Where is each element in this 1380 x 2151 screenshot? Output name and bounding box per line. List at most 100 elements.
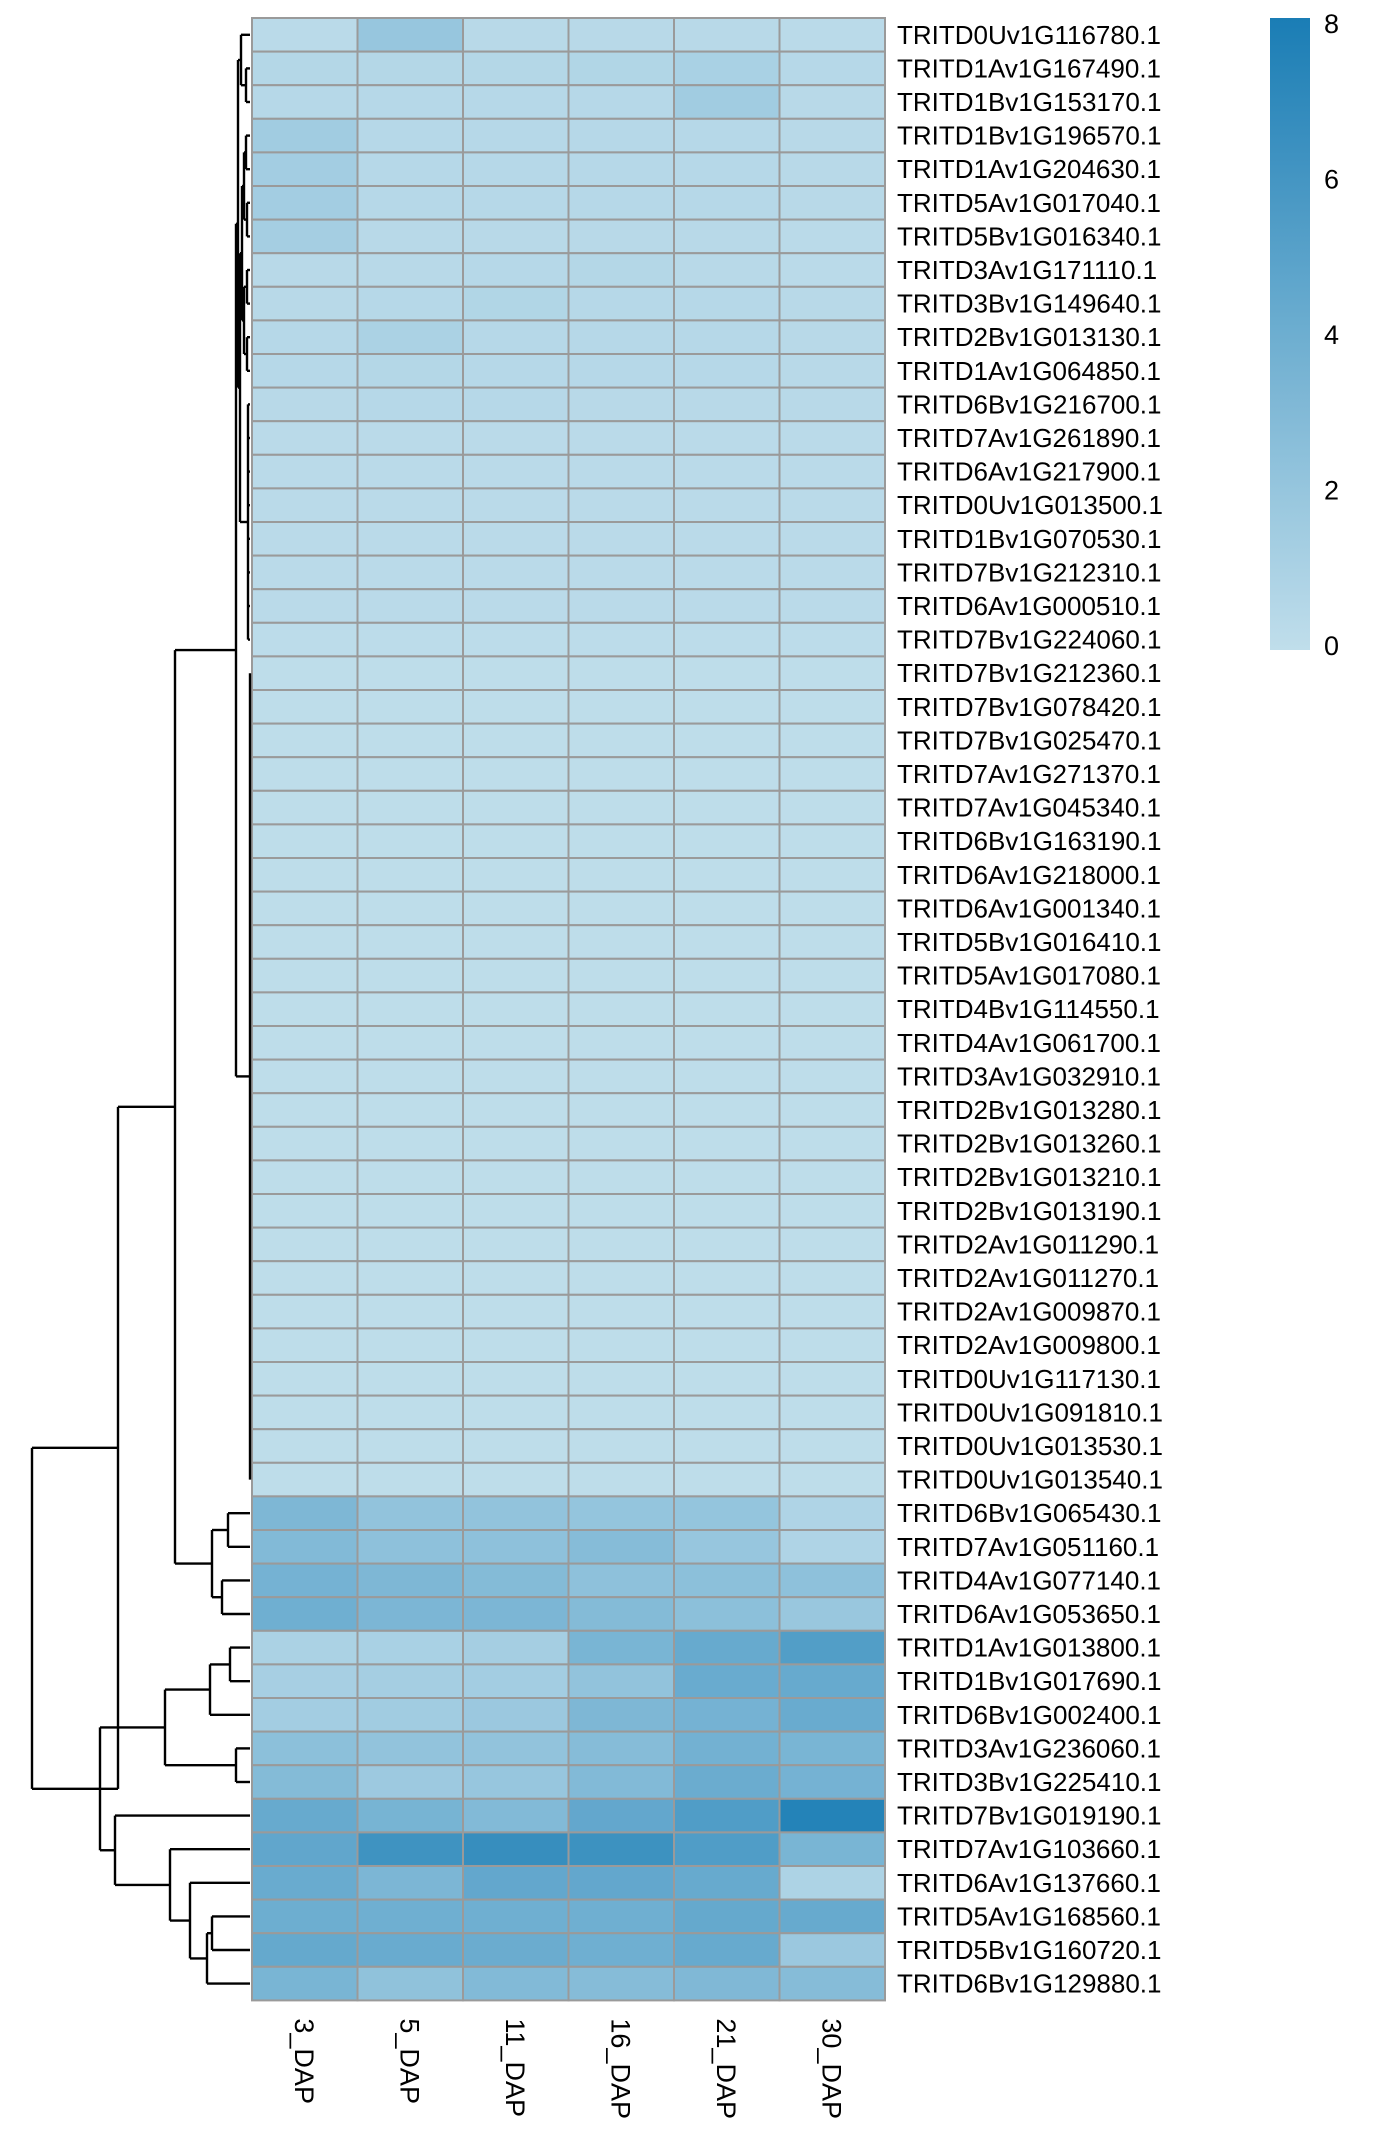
heatmap-cell (567, 621, 675, 658)
heatmap-cell (673, 890, 781, 927)
row-label: TRITD3Av1G032910.1 (897, 1061, 1161, 1091)
heatmap-cell (251, 1730, 359, 1767)
heatmap-cell (356, 218, 464, 255)
heatmap-cell (778, 1898, 886, 1935)
heatmap-cell (462, 1898, 570, 1935)
row-label: TRITD5Bv1G016410.1 (897, 927, 1161, 957)
heatmap-cell (462, 1831, 570, 1868)
heatmap-cell (778, 1932, 886, 1968)
heatmap-cell (251, 857, 359, 893)
heatmap-cell (778, 285, 886, 322)
heatmap-cell (462, 1461, 570, 1498)
heatmap-cell (462, 1764, 570, 1800)
heatmap-cell (251, 1898, 359, 1935)
heatmap-cell (778, 689, 886, 725)
heatmap-cell (356, 487, 464, 523)
row-label: TRITD1Av1G204630.1 (897, 154, 1161, 184)
heatmap-cell (673, 1797, 781, 1834)
heatmap-cell (356, 1529, 464, 1565)
heatmap-cell (462, 319, 570, 355)
heatmap-cell (673, 588, 781, 624)
heatmap-cell (462, 1058, 570, 1095)
heatmap-cell (462, 1697, 570, 1733)
heatmap-cell (356, 1327, 464, 1364)
heatmap-cell (673, 1125, 781, 1162)
heatmap-cell (251, 1125, 359, 1162)
row-label: TRITD6Av1G000510.1 (897, 591, 1161, 621)
heatmap-cell (673, 1428, 781, 1464)
heatmap-cell (567, 1865, 675, 1901)
row-label: TRITD7Av1G261890.1 (897, 423, 1161, 453)
heatmap-cell (673, 420, 781, 456)
heatmap-cell (356, 386, 464, 423)
heatmap-cell (356, 319, 464, 355)
heatmap-cell (251, 890, 359, 927)
heatmap-cell (567, 1730, 675, 1767)
heatmap-cell (462, 1663, 570, 1700)
heatmap-cell (356, 252, 464, 288)
heatmap-cell (356, 17, 464, 53)
heatmap-cell (251, 722, 359, 759)
heatmap-cell (567, 1596, 675, 1632)
heatmap-cell (251, 1461, 359, 1498)
heatmap-cell (778, 151, 886, 187)
heatmap-cell (567, 117, 675, 154)
heatmap-cell (567, 420, 675, 456)
heatmap-cell (356, 1260, 464, 1296)
heatmap-cell (673, 1663, 781, 1700)
heatmap-cell (778, 1629, 886, 1666)
heatmap-cell (567, 857, 675, 893)
row-label: TRITD5Bv1G016340.1 (897, 221, 1161, 251)
heatmap-cell (462, 890, 570, 927)
heatmap-cell (462, 252, 570, 288)
heatmap-cell (356, 1058, 464, 1095)
heatmap-cell (356, 554, 464, 591)
heatmap-cell (462, 453, 570, 490)
heatmap-cell (778, 386, 886, 423)
row-label: TRITD3Bv1G149640.1 (897, 289, 1161, 319)
heatmap-cell (778, 319, 886, 355)
heatmap-cell (356, 1596, 464, 1632)
heatmap-cell (462, 1025, 570, 1061)
heatmap-cell (356, 1226, 464, 1263)
heatmap-cell (462, 957, 570, 994)
heatmap-cell (567, 1226, 675, 1263)
heatmap-cell (462, 1965, 570, 2002)
heatmap-cell (673, 722, 781, 759)
row-label: TRITD6Bv1G163190.1 (897, 826, 1161, 856)
heatmap-cell (673, 521, 781, 557)
heatmap-cell (462, 1125, 570, 1162)
heatmap-cell (673, 487, 781, 523)
heatmap-cell (251, 1025, 359, 1061)
row-label: TRITD7Bv1G224060.1 (897, 625, 1161, 655)
heatmap-cell (673, 386, 781, 423)
heatmap-cell (673, 1293, 781, 1330)
heatmap-cell (251, 1529, 359, 1565)
heatmap-cell (251, 1663, 359, 1700)
heatmap-cell (567, 1361, 675, 1397)
heatmap-cell (778, 1193, 886, 1229)
row-label: TRITD2Bv1G013260.1 (897, 1129, 1161, 1159)
heatmap-cell (462, 924, 570, 960)
row-label: TRITD6Bv1G216700.1 (897, 389, 1161, 419)
heatmap-cell (462, 487, 570, 523)
legend-tick-label: 4 (1324, 320, 1339, 350)
heatmap-cell (567, 1898, 675, 1935)
heatmap-cell (673, 1562, 781, 1599)
heatmap-cell (778, 1697, 886, 1733)
row-label: TRITD2Av1G011270.1 (897, 1263, 1159, 1293)
heatmap-cell (462, 185, 570, 221)
heatmap-cell (462, 151, 570, 187)
heatmap-cell (778, 823, 886, 860)
heatmap-cell (251, 1092, 359, 1128)
heatmap-cell (356, 420, 464, 456)
heatmap-cell (567, 991, 675, 1028)
heatmap-cell (251, 1361, 359, 1397)
heatmap-cell (356, 689, 464, 725)
heatmap-cell (778, 924, 886, 960)
heatmap-cell (356, 857, 464, 893)
column-label: 3_DAP (289, 2018, 319, 2104)
heatmap-cell (251, 1058, 359, 1095)
heatmap-cell (778, 117, 886, 154)
legend-tick-label: 2 (1324, 476, 1339, 506)
